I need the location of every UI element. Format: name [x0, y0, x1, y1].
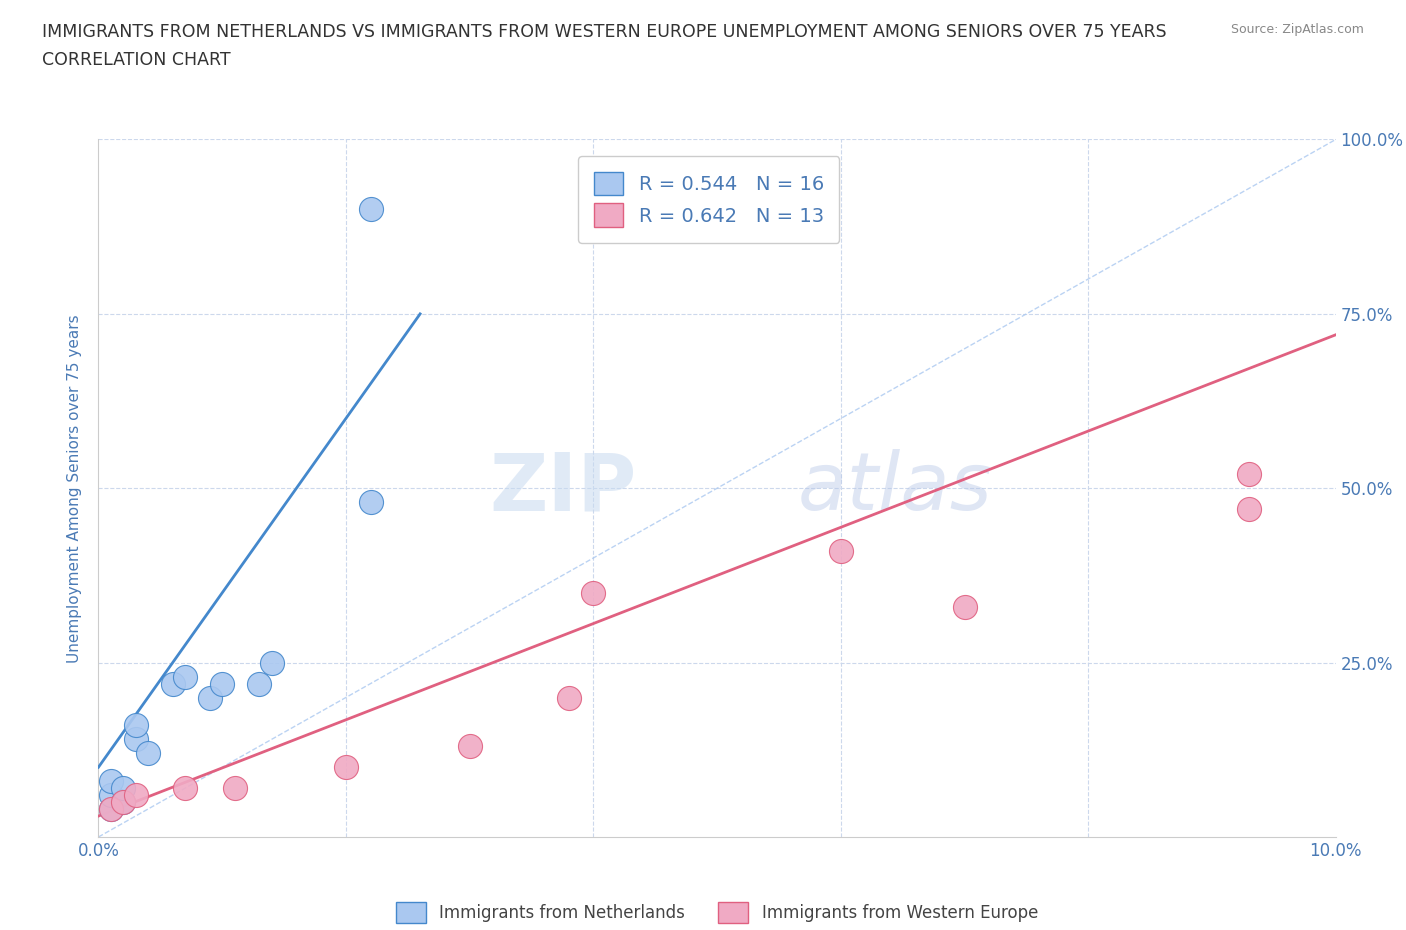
Point — [360, 202, 382, 217]
Point — [211, 676, 233, 691]
Text: ZIP: ZIP — [489, 449, 637, 527]
Point — [458, 738, 481, 753]
Point — [124, 788, 146, 803]
Point — [953, 600, 976, 615]
Text: atlas: atlas — [797, 449, 993, 527]
Point — [198, 690, 221, 705]
Point — [582, 586, 605, 601]
Point — [100, 788, 122, 803]
Point — [136, 746, 159, 761]
Point — [335, 760, 357, 775]
Point — [100, 802, 122, 817]
Text: CORRELATION CHART: CORRELATION CHART — [42, 51, 231, 69]
Point — [112, 794, 135, 809]
Legend: Immigrants from Netherlands, Immigrants from Western Europe: Immigrants from Netherlands, Immigrants … — [388, 894, 1046, 930]
Point — [247, 676, 270, 691]
Point — [112, 781, 135, 796]
Point — [260, 655, 283, 670]
Point — [174, 781, 197, 796]
Point — [100, 802, 122, 817]
Point — [1237, 502, 1260, 517]
Point — [174, 670, 197, 684]
Point — [124, 718, 146, 733]
Y-axis label: Unemployment Among Seniors over 75 years: Unemployment Among Seniors over 75 years — [66, 314, 82, 662]
Point — [557, 690, 579, 705]
Point — [162, 676, 184, 691]
Point — [124, 732, 146, 747]
Point — [1237, 467, 1260, 482]
Point — [112, 794, 135, 809]
Point — [830, 543, 852, 558]
Point — [224, 781, 246, 796]
Point — [360, 495, 382, 510]
Point — [100, 774, 122, 789]
Text: Source: ZipAtlas.com: Source: ZipAtlas.com — [1230, 23, 1364, 36]
Text: IMMIGRANTS FROM NETHERLANDS VS IMMIGRANTS FROM WESTERN EUROPE UNEMPLOYMENT AMONG: IMMIGRANTS FROM NETHERLANDS VS IMMIGRANT… — [42, 23, 1167, 41]
